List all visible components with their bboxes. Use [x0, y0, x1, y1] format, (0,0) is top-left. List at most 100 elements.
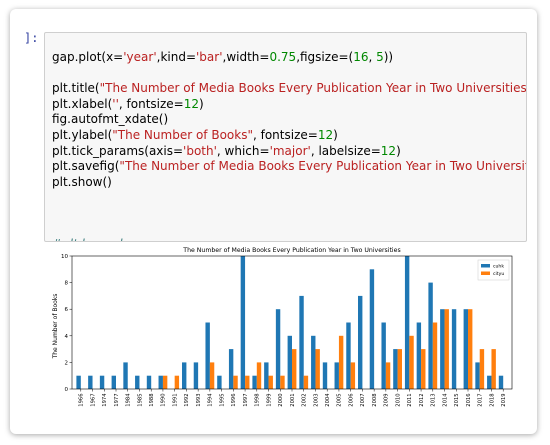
bar-cuhk-2016: [463, 309, 468, 389]
bar-cuhk-1967: [88, 375, 93, 389]
bar-cityu-2013: [432, 322, 438, 389]
bar-cuhk-2003: [311, 335, 316, 389]
code-token: 'major': [269, 143, 311, 158]
code-token: 'bar': [196, 50, 223, 64]
code-line: plt.title("The Number of Media Books Eve…: [52, 81, 526, 95]
bar-cuhk-2011: [404, 256, 410, 389]
bar-cuhk-2018: [487, 375, 492, 389]
code-token: 'both': [183, 143, 217, 158]
bar-cuhk-1993: [193, 362, 199, 389]
x-tick-label: 1996: [231, 394, 237, 407]
bar-cuhk-2014: [440, 309, 445, 389]
code-line: plt.tick_params(axis='both', which='majo…: [52, 144, 401, 158]
code-line: plt.ylabel("The Number of Books", fontsi…: [52, 128, 338, 142]
x-tick-label: 2011: [407, 394, 413, 407]
code-cell[interactable]: gap.plot(x='year',kind='bar',width=0.75,…: [44, 32, 527, 242]
x-tick-label: 2004: [325, 393, 331, 407]
bar-cityu-1994: [209, 362, 215, 389]
bar-chart: The Number of Media Books Every Publicat…: [52, 247, 513, 407]
x-tick-label: 2006: [348, 394, 354, 407]
bar-cuhk-1990: [158, 375, 163, 389]
legend-box: [477, 259, 510, 281]
x-tick-label: 1985: [137, 394, 143, 407]
x-tick-label: 1974: [102, 393, 108, 407]
bar-cityu-2014: [444, 309, 449, 389]
bar-cityu-2016: [468, 309, 473, 389]
x-tick-label: 1992: [184, 394, 190, 407]
code-token: 16: [353, 50, 369, 64]
code-token: )): [383, 50, 394, 64]
bar-cityu-2010: [397, 349, 402, 389]
code-editor[interactable]: gap.plot(x='year',kind='bar',width=0.75,…: [52, 50, 527, 241]
code-token: plt.xlabel(: [52, 96, 113, 111]
code-token: ,width=: [222, 50, 270, 64]
code-token: 'year': [123, 50, 157, 64]
bar-cuhk-1998: [252, 375, 257, 389]
x-tick-label: 2012: [419, 394, 425, 407]
bar-cuhk-1974: [99, 375, 105, 389]
bar-cityu-2018: [491, 349, 496, 389]
code-token: ,: [368, 50, 377, 64]
bar-cuhk-2007: [358, 295, 363, 389]
bar-cuhk-2013: [428, 282, 433, 389]
cell-output: The Number of Media Books Every Publicat…: [44, 245, 525, 415]
code-token: '': [112, 96, 119, 111]
bar-cityu-2000: [280, 375, 285, 389]
code-token: 12: [380, 143, 397, 158]
bar-cityu-1998: [256, 362, 262, 389]
legend-label-cuhk: cuhk: [493, 264, 504, 270]
bar-cuhk-1966: [76, 375, 81, 389]
code-token: plt.ylabel(: [52, 127, 113, 142]
code-line: plt.savefig("The Number of Media Books E…: [52, 159, 527, 174]
code-token: ,figsize=(: [296, 50, 354, 64]
x-tick-label: 2016: [466, 394, 472, 407]
y-tick-label: 0: [65, 387, 69, 393]
code-token: plt.savefig(: [52, 159, 120, 174]
y-tick-label: 2: [65, 360, 69, 366]
bar-cuhk-1994: [205, 322, 210, 389]
notebook-window: ]: gap.plot(x='year',kind='bar',width=0.…: [10, 9, 537, 434]
code-token: "The Number of Media Books Every Publica…: [119, 159, 527, 174]
bar-cityu-1991: [174, 375, 180, 389]
code-line: #plt.legend: [52, 237, 122, 241]
bar-cuhk-2002: [299, 295, 304, 389]
legend: cuhk cityu: [477, 259, 510, 281]
code-token: , which=: [216, 143, 270, 158]
code-token: , fontsize=: [118, 96, 184, 111]
bar-cityu-2001: [292, 349, 297, 389]
x-tick-label: 2014: [442, 393, 448, 407]
bar-cityu-2005: [338, 335, 344, 389]
chart-title: The Number of Media Books Every Publicat…: [182, 247, 400, 254]
code-line: fig.autofmt_xdate(): [52, 112, 168, 126]
code-token: gap.plot(x=: [52, 50, 124, 64]
code-token: 0.75: [269, 50, 297, 64]
x-tick-label: 2010: [395, 394, 401, 407]
x-tick-label: 1993: [196, 394, 202, 407]
bar-cityu-2003: [315, 349, 320, 389]
x-tick-label: 1999: [266, 394, 272, 407]
x-tick-label: 2002: [302, 394, 308, 407]
x-tick-label: 2009: [384, 394, 390, 407]
legend-label-cityu: cityu: [493, 271, 504, 277]
bar-cuhk-1997: [240, 256, 246, 389]
bar-cityu-2006: [350, 362, 356, 389]
y-tick-label: 10: [61, 254, 68, 260]
code-line: plt.xlabel('', fontsize=12): [52, 97, 204, 111]
bar-cuhk-2006: [346, 322, 351, 389]
x-tick-label: 2019: [501, 394, 507, 407]
bar-cuhk-2005: [334, 362, 339, 389]
code-line: plt.show(): [52, 175, 112, 189]
bar-cuhk-1977: [111, 375, 116, 389]
x-tick-label: 2008: [372, 394, 378, 407]
y-tick-label: 6: [65, 307, 69, 313]
bar-cuhk-2000: [275, 309, 281, 389]
code-token: ): [333, 127, 338, 142]
bar-cityu-1990: [162, 375, 168, 389]
bar-cityu-1997: [245, 375, 250, 389]
code-token: ): [199, 96, 204, 111]
bar-cityu-2009: [385, 362, 391, 389]
bar-cuhk-1999: [264, 362, 269, 389]
bar-cuhk-2017: [475, 362, 480, 389]
x-tick-label: 1998: [255, 394, 261, 407]
x-tick-label: 1994: [208, 393, 214, 407]
